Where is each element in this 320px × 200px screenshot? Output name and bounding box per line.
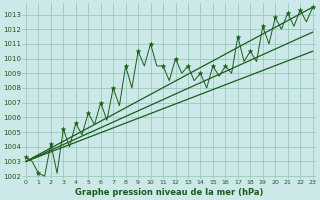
X-axis label: Graphe pression niveau de la mer (hPa): Graphe pression niveau de la mer (hPa) <box>75 188 263 197</box>
